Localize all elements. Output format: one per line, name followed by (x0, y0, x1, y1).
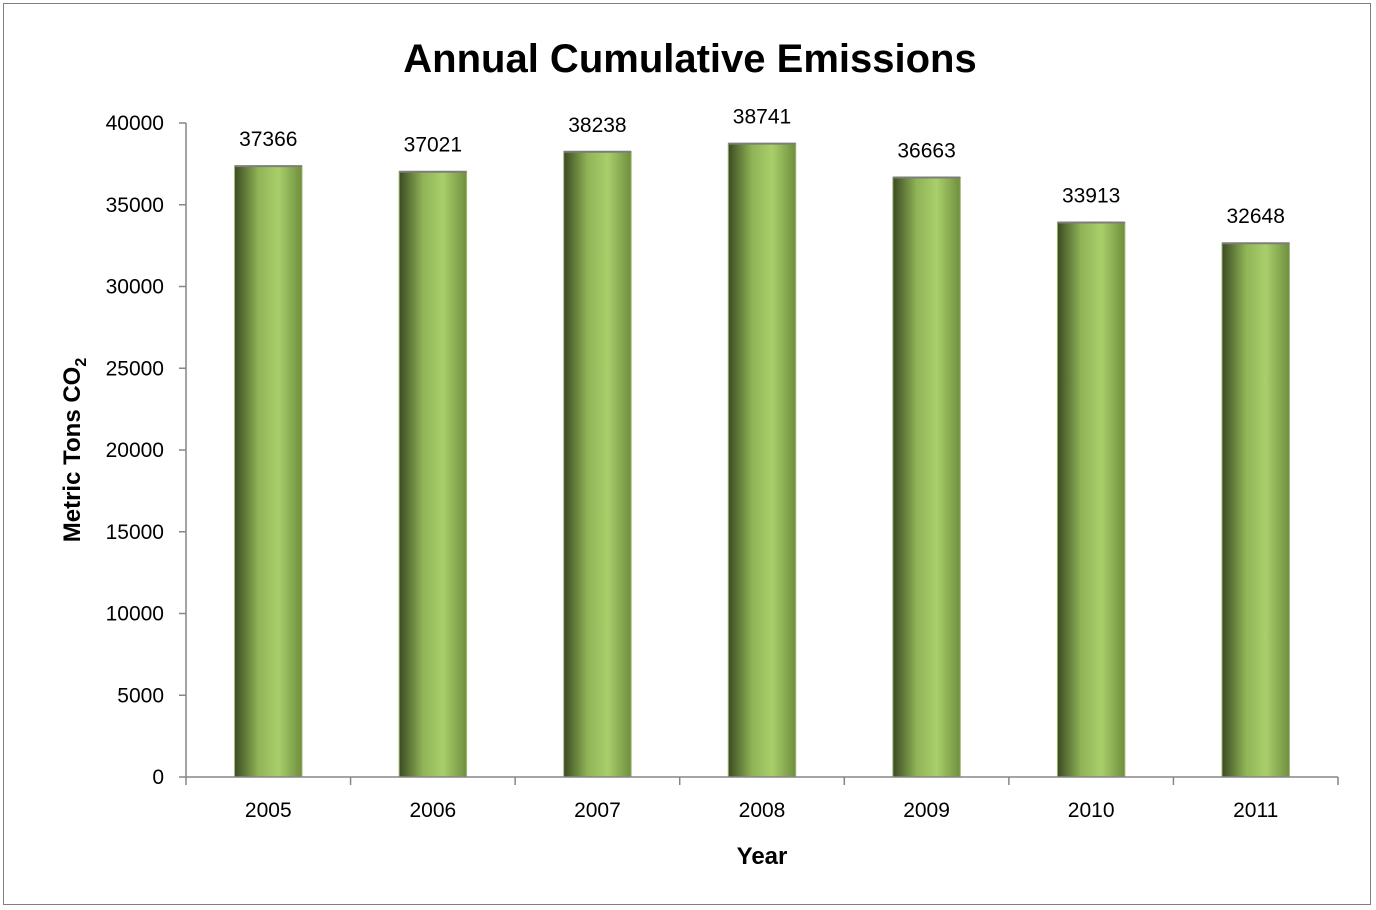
y-axis: 0 5000 10000 15000 20000 25000 30000 35000 40000 (106, 112, 187, 789)
x-tick-label: 2005 (245, 799, 292, 822)
y-tick-label: 40000 (106, 112, 164, 135)
y-axis-title-main: Metric Tons CO (59, 367, 86, 543)
data-label: 37366 (239, 128, 297, 151)
y-tick-label: 10000 (106, 603, 164, 626)
chart-area (3, 3, 1371, 905)
x-tick-label: 2007 (574, 799, 621, 822)
x-axis-title: Year (737, 843, 788, 870)
x-tick-label: 2009 (903, 799, 950, 822)
data-label: 33913 (1062, 185, 1120, 208)
y-tick-label: 0 (152, 766, 164, 789)
y-tick-label: 20000 (106, 439, 164, 462)
bar (1221, 242, 1290, 778)
y-axis-title: Metric Tons CO2 (59, 358, 90, 543)
bar (892, 177, 961, 778)
data-label: 37021 (404, 134, 462, 157)
data-label: 36663 (897, 140, 955, 163)
bar (234, 165, 303, 778)
bar (1056, 222, 1126, 778)
data-label: 38238 (568, 114, 626, 137)
x-tick-label: 2011 (1233, 799, 1278, 822)
bar (727, 143, 797, 778)
y-tick-label: 5000 (117, 684, 164, 707)
bar (563, 151, 632, 778)
bar (398, 171, 468, 778)
data-label: 38741 (733, 106, 791, 129)
data-label: 32648 (1227, 205, 1285, 228)
x-tick-label: 2010 (1068, 799, 1115, 822)
x-tick-label: 2008 (739, 799, 786, 822)
x-axis: 2005 2006 2007 2008 2009 2010 2011 (185, 776, 1339, 822)
y-tick-label: 30000 (106, 276, 164, 299)
y-tick-label: 15000 (106, 521, 164, 544)
chart-title: Annual Cumulative Emissions (403, 37, 976, 81)
y-tick-label: 35000 (106, 194, 164, 217)
bars-group: 37366 37021 38238 38741 36663 33913 32648 (234, 106, 1290, 778)
y-tick-label: 25000 (106, 357, 164, 380)
x-tick-label: 2006 (409, 799, 456, 822)
y-axis-title-subscript: 2 (73, 358, 90, 367)
